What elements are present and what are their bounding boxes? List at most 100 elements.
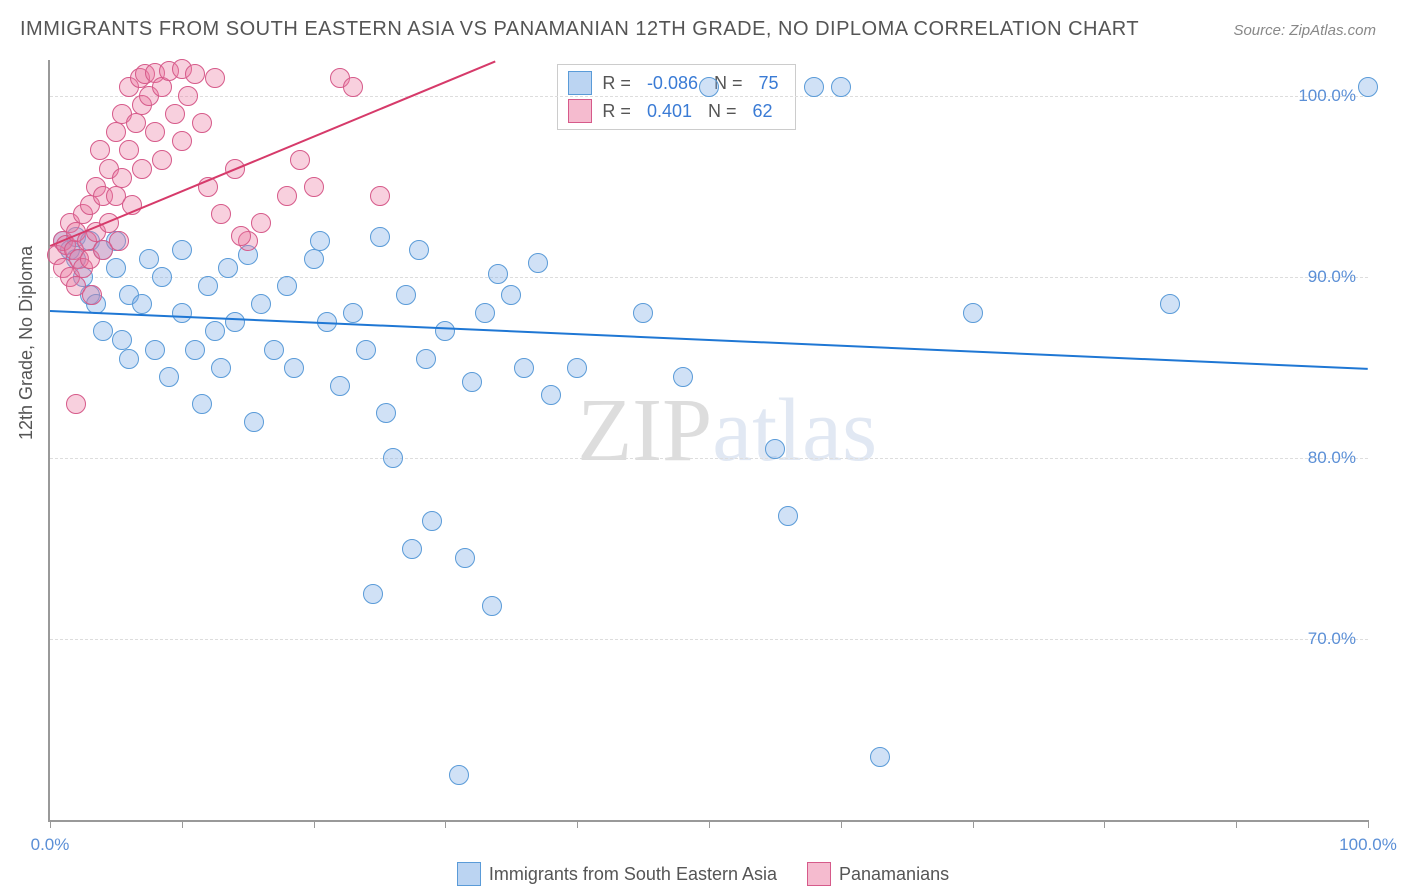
data-point <box>264 340 284 360</box>
data-point <box>455 548 475 568</box>
data-point <box>1358 77 1378 97</box>
data-point <box>231 226 251 246</box>
x-tick <box>50 820 51 828</box>
data-point <box>514 358 534 378</box>
data-point <box>277 186 297 206</box>
data-point <box>416 349 436 369</box>
plot-area: ZIPatlas R =-0.086N =75R =0.401N =62 70.… <box>48 60 1368 822</box>
data-point <box>172 303 192 323</box>
data-point <box>396 285 416 305</box>
y-tick-label: 100.0% <box>1298 86 1356 106</box>
data-point <box>528 253 548 273</box>
data-point <box>145 122 165 142</box>
x-tick-label: 100.0% <box>1339 835 1397 855</box>
y-tick-label: 70.0% <box>1308 629 1356 649</box>
data-point <box>165 104 185 124</box>
data-point <box>205 68 225 88</box>
data-point <box>765 439 785 459</box>
legend-label: Immigrants from South Eastern Asia <box>489 864 777 885</box>
data-point <box>225 312 245 332</box>
data-point <box>251 294 271 314</box>
x-tick <box>973 820 974 828</box>
data-point <box>198 276 218 296</box>
data-point <box>370 186 390 206</box>
stat-r-label: R = <box>602 101 631 122</box>
gridline <box>50 639 1368 640</box>
data-point <box>370 227 390 247</box>
x-tick <box>445 820 446 828</box>
legend-swatch <box>457 862 481 886</box>
data-point <box>112 168 132 188</box>
data-point <box>66 394 86 414</box>
y-tick-label: 80.0% <box>1308 448 1356 468</box>
data-point <box>119 349 139 369</box>
data-point <box>192 394 212 414</box>
watermark-zip: ZIP <box>577 381 712 480</box>
legend-swatch <box>568 71 592 95</box>
data-point <box>363 584 383 604</box>
gridline <box>50 458 1368 459</box>
data-point <box>93 321 113 341</box>
data-point <box>449 765 469 785</box>
data-point <box>804 77 824 97</box>
data-point <box>567 358 587 378</box>
data-point <box>356 340 376 360</box>
data-point <box>106 258 126 278</box>
data-point <box>185 64 205 84</box>
stat-r-value: -0.086 <box>641 73 704 94</box>
data-point <box>178 86 198 106</box>
data-point <box>126 113 146 133</box>
x-tick <box>314 820 315 828</box>
data-point <box>211 204 231 224</box>
legend-label: Panamanians <box>839 864 949 885</box>
data-point <box>244 412 264 432</box>
data-point <box>192 113 212 133</box>
data-point <box>462 372 482 392</box>
stat-n-label: N = <box>708 101 737 122</box>
stats-row: R =-0.086N =75 <box>568 69 784 97</box>
stat-n-value: 62 <box>747 101 779 122</box>
data-point <box>132 159 152 179</box>
legend-swatch <box>807 862 831 886</box>
data-point <box>501 285 521 305</box>
x-tick-label: 0.0% <box>31 835 70 855</box>
data-point <box>284 358 304 378</box>
x-tick <box>1236 820 1237 828</box>
data-point <box>409 240 429 260</box>
data-point <box>699 77 719 97</box>
data-point <box>172 131 192 151</box>
data-point <box>963 303 983 323</box>
data-point <box>152 267 172 287</box>
data-point <box>541 385 561 405</box>
stat-n-value: 75 <box>753 73 785 94</box>
data-point <box>870 747 890 767</box>
watermark: ZIPatlas <box>577 379 877 482</box>
x-tick <box>182 820 183 828</box>
data-point <box>482 596 502 616</box>
legend-swatch <box>568 99 592 123</box>
data-point <box>152 150 172 170</box>
data-point <box>205 321 225 341</box>
stat-r-label: R = <box>602 73 631 94</box>
data-point <box>218 258 238 278</box>
source-label: Source: ZipAtlas.com <box>1233 22 1376 39</box>
data-point <box>633 303 653 323</box>
x-tick <box>1104 820 1105 828</box>
data-point <box>159 367 179 387</box>
x-tick <box>577 820 578 828</box>
data-point <box>106 122 126 142</box>
data-point <box>172 240 192 260</box>
x-tick <box>841 820 842 828</box>
data-point <box>488 264 508 284</box>
trend-line <box>50 310 1368 370</box>
data-point <box>475 303 495 323</box>
data-point <box>304 249 324 269</box>
y-axis-label: 12th Grade, No Diploma <box>16 246 37 440</box>
data-point <box>778 506 798 526</box>
x-tick <box>709 820 710 828</box>
watermark-atlas: atlas <box>712 381 877 480</box>
data-point <box>90 140 110 160</box>
data-point <box>383 448 403 468</box>
data-point <box>112 330 132 350</box>
data-point <box>277 276 297 296</box>
